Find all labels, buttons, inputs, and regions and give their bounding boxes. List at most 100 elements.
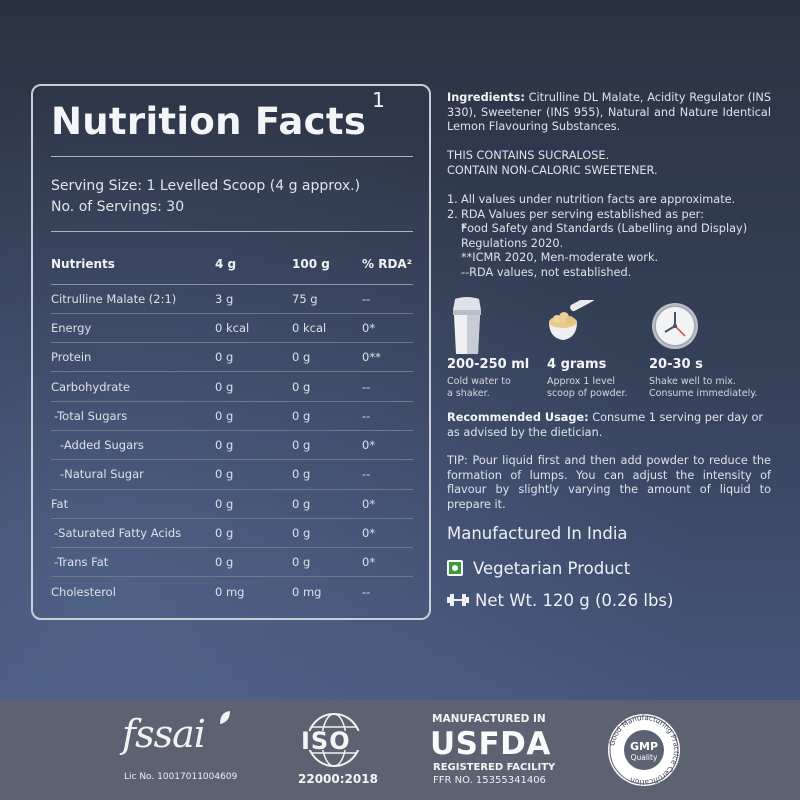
nutrition-table: Nutrients 4 g 100 g % RDA² Citrulline Ma… xyxy=(51,245,413,606)
usage-scoop-value: 4 grams xyxy=(547,357,607,372)
nutrient-per-100g: 0 g xyxy=(292,518,362,549)
nutrient-rda: -- xyxy=(362,284,413,314)
nutrient-per-serving: 0 kcal xyxy=(215,313,292,344)
vegetarian-text: Vegetarian Product xyxy=(473,559,631,578)
recommended-label: Recommended Usage: xyxy=(447,411,589,424)
iso-wordmark: ISO xyxy=(301,727,351,755)
veg-mark-icon xyxy=(447,560,463,576)
nutrient-rda: -- xyxy=(362,459,413,490)
usage-shake-desc-line-1: Shake well to mix. xyxy=(649,376,736,387)
nutrient-per-serving: 0 g xyxy=(215,371,292,402)
nutrient-per-100g: 0 g xyxy=(292,547,362,578)
nutrient-name: Protein xyxy=(51,342,215,373)
nutrient-per-serving: 0 g xyxy=(215,489,292,519)
usage-water-value: 200-250 ml xyxy=(447,357,530,372)
header-per-serving: 4 g xyxy=(215,245,292,285)
title-footnote-mark: 1 xyxy=(372,87,386,112)
servings-count: No. of Servings: 30 xyxy=(51,199,185,215)
usage-scoop-desc: Approx 1 level scoop of powder. xyxy=(547,376,628,400)
nutrient-name: Energy xyxy=(51,313,215,344)
usage-steps: 200-250 ml Cold water to a shaker. 4 gram… xyxy=(447,296,771,416)
nutrient-name: -Natural Sugar xyxy=(51,459,215,490)
shaker-icon xyxy=(453,297,481,354)
nutrient-per-100g: 75 g xyxy=(292,284,362,314)
nutrient-per-serving: 0 g xyxy=(215,518,292,549)
nutrient-rda: 0* xyxy=(362,518,413,549)
nutrient-per-100g: 0 g xyxy=(292,459,362,490)
nutrient-rda: 0** xyxy=(362,342,413,373)
nutrient-rda: 0* xyxy=(362,313,413,344)
footnote-2-number: 2. xyxy=(447,207,458,221)
fssai-license: Lic No. 10017011004609 xyxy=(124,772,238,782)
footnote-1-text: All values under nutrition facts are app… xyxy=(461,193,736,206)
gmp-wordmark: GMP xyxy=(630,740,658,753)
table-header-row: Nutrients 4 g 100 g % RDA² xyxy=(51,245,413,285)
header-nutrients: Nutrients xyxy=(51,245,215,285)
nutrient-per-serving: 0 g xyxy=(215,430,292,461)
serving-size: Serving Size: 1 Levelled Scoop (4 g appr… xyxy=(51,178,361,194)
footnote-1-number: 1. xyxy=(447,193,458,206)
nutrient-per-100g: 0 g xyxy=(292,401,362,431)
nutrition-facts-panel: Nutrition Facts1 Serving Size: 1 Levelle… xyxy=(31,84,431,620)
globe-icon xyxy=(302,713,366,767)
usage-water-desc-line-2: a shaker. xyxy=(447,388,490,399)
table-row: Cholesterol 0 mg 0 mg -- xyxy=(51,577,413,606)
serving-info: Serving Size: 1 Levelled Scoop (4 g appr… xyxy=(51,176,360,218)
nutrition-facts-title: Nutrition Facts1 xyxy=(51,88,385,143)
usfda-ffr-number: FFR NO. 15355341406 xyxy=(433,775,546,786)
nutrient-rda: -- xyxy=(362,371,413,402)
usfda-registered: REGISTERED FACILITY xyxy=(433,762,556,773)
nutrient-per-100g: 0 g xyxy=(292,430,362,461)
nutrient-rda: -- xyxy=(362,584,371,599)
sucralose-line-1: THIS CONTAINS SUCRALOSE. xyxy=(447,149,610,162)
gmp-seal-icon: Good Manufacturing Practice Certificatio… xyxy=(607,713,681,787)
dumbbell-icon xyxy=(447,594,469,606)
nutrient-per-serving: 0 g xyxy=(215,342,292,373)
title-divider xyxy=(51,156,413,157)
usage-water-desc: Cold water to a shaker. xyxy=(447,376,511,400)
nutrient-per-100g: 0 kcal xyxy=(292,313,362,344)
recommended-usage: Recommended Usage: Consume 1 serving per… xyxy=(447,411,771,440)
usage-shake-value: 20-30 s xyxy=(649,357,703,372)
nutrient-per-serving: 3 g xyxy=(215,284,292,314)
product-info-stage: Nutrition Facts1 Serving Size: 1 Levelle… xyxy=(0,0,800,700)
nutrient-per-100g: 0 g xyxy=(292,489,362,519)
fssai-wordmark: fssai xyxy=(122,712,206,756)
vegetarian-line: Vegetarian Product xyxy=(447,560,630,577)
scoop-icon xyxy=(549,300,595,340)
header-per-100g: 100 g xyxy=(292,245,362,285)
header-rda: % RDA² xyxy=(362,245,413,285)
footnote-1: 1. All values under nutrition facts are a… xyxy=(447,193,771,208)
footnote-2a-text: Food Safety and Standards (Labelling and… xyxy=(461,222,748,250)
clock-icon xyxy=(652,303,698,349)
footnotes-list: 1. All values under nutrition facts are a… xyxy=(447,193,771,280)
fssai-logo: fssai Lic No. 10017011004609 xyxy=(122,700,242,800)
nutrition-title-text: Nutrition Facts xyxy=(51,100,367,143)
footnote-2-text: RDA Values per serving established as pe… xyxy=(461,207,704,221)
nutrient-name: -Added Sugars xyxy=(51,430,215,461)
manufactured-in: Manufactured In India xyxy=(447,524,628,543)
nutrient-per-100g: 0 g xyxy=(292,342,362,373)
net-weight-text: Net Wt. 120 g (0.26 lbs) xyxy=(475,591,674,610)
serving-divider xyxy=(51,231,413,232)
gmp-seal: Good Manufacturing Practice Certificatio… xyxy=(606,700,686,800)
nutrient-rda: -- xyxy=(362,401,413,431)
iso-logo: ISO 22000:2018 xyxy=(296,700,378,800)
footnote-2b: **ICMR 2020, Men-moderate work. xyxy=(447,251,771,266)
nutrient-per-serving: 0 g xyxy=(215,401,292,431)
sweetener-notice: THIS CONTAINS SUCRALOSE. CONTAIN NON-CAL… xyxy=(447,149,771,178)
gmp-quality-text: Quality xyxy=(631,753,658,762)
net-weight-line: Net Wt. 120 g (0.26 lbs) xyxy=(447,591,674,610)
footnote-2: 2. RDA Values per serving established as … xyxy=(447,208,771,223)
nutrient-rda: 0* xyxy=(362,430,413,461)
ingredients-text: Citrulline DL Malate, Acidity Regulator … xyxy=(447,91,771,133)
nutrient-per-serving: 0 g xyxy=(215,459,292,490)
nutrient-rda: 0* xyxy=(362,489,413,519)
nutrient-per-100g: 0 g xyxy=(292,371,362,402)
